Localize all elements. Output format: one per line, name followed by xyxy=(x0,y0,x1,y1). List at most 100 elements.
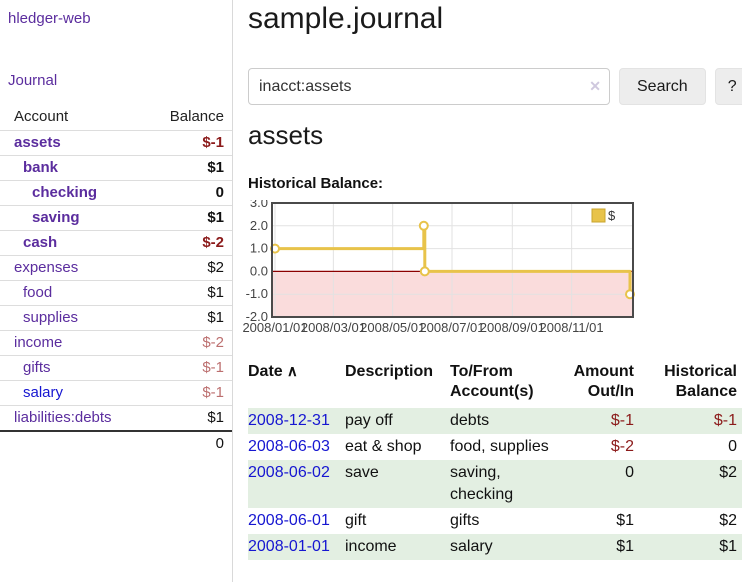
svg-text:1.0: 1.0 xyxy=(250,241,268,256)
transaction-date-link[interactable]: 2008-06-03 xyxy=(248,438,330,455)
account-balance: $-1 xyxy=(202,359,224,376)
sort-ascending-icon: ∧ xyxy=(282,363,298,380)
account-row: expenses $2 xyxy=(0,255,232,280)
transaction-balance: $-1 xyxy=(713,412,737,429)
transaction-date-link[interactable]: 2008-06-01 xyxy=(248,512,330,529)
transaction-description: eat & shop xyxy=(345,438,422,455)
search-box: ✕ xyxy=(248,68,610,105)
transaction-description: income xyxy=(345,538,397,555)
column-header: Historical Balance xyxy=(664,363,737,400)
transaction-amount: $-2 xyxy=(610,438,634,455)
account-row: saving $1 xyxy=(0,205,232,230)
svg-text:2008/11/01: 2008/11/01 xyxy=(540,320,604,335)
search-button[interactable]: Search xyxy=(619,68,706,105)
account-column-header: Account xyxy=(14,108,69,125)
account-row: gifts $-1 xyxy=(0,355,232,380)
transaction-date-link[interactable]: 2008-12-31 xyxy=(248,412,330,429)
account-balance: $1 xyxy=(207,159,224,176)
account-balance: $2 xyxy=(207,259,224,276)
transaction-amount: $1 xyxy=(616,512,634,529)
transaction-description: pay off xyxy=(345,412,393,429)
account-link[interactable]: supplies xyxy=(23,309,79,326)
register-table: Date ∧ Description To/From Account(s) Amount… xyxy=(248,358,742,560)
transaction-row: 2008-12-31 pay off debts $-1 $-1 xyxy=(248,408,742,434)
transaction-accounts: food, supplies xyxy=(450,438,549,455)
account-link[interactable]: gifts xyxy=(23,359,51,376)
account-balance: $-2 xyxy=(202,234,224,251)
svg-text:2008/07/01: 2008/07/01 xyxy=(419,320,484,335)
account-balance: $-1 xyxy=(202,134,224,151)
transaction-row: 2008-06-02 save saving, checking 0 $2 xyxy=(248,460,742,508)
column-header[interactable]: Date ∧ xyxy=(248,363,298,380)
transaction-row: 2008-06-03 eat & shop food, supplies $-2 0 xyxy=(248,434,742,460)
svg-text:2008/03/01: 2008/03/01 xyxy=(301,320,366,335)
transaction-accounts: gifts xyxy=(450,512,480,529)
transaction-balance: $2 xyxy=(719,464,737,481)
register-rows: 2008-12-31 pay off debts $-1 $-1 2008-06-03 ea… xyxy=(248,408,742,560)
svg-text:2.0: 2.0 xyxy=(250,218,268,233)
transaction-date-link[interactable]: 2008-06-02 xyxy=(248,464,330,481)
transaction-date-link[interactable]: 2008-01-01 xyxy=(248,538,330,555)
account-link[interactable]: saving xyxy=(32,209,80,226)
legend-label: $ xyxy=(608,208,616,223)
account-row: assets $-1 xyxy=(0,130,232,155)
account-link[interactable]: bank xyxy=(23,159,59,176)
search-bar: ✕ Search ? xyxy=(248,68,742,105)
transaction-accounts: salary xyxy=(450,538,493,555)
transaction-row: 2008-01-01 income salary $1 $1 xyxy=(248,534,742,560)
account-link[interactable]: income xyxy=(14,334,63,351)
transaction-description: save xyxy=(345,464,379,481)
balance-chart: $3.0 2.0 1.0 0.0 -1.0 -2.0 2008/01/01 2008/03/0… xyxy=(240,195,640,340)
account-heading: assets xyxy=(248,120,324,150)
svg-text:0.0: 0.0 xyxy=(250,263,268,278)
column-header: Amount Out/In xyxy=(573,363,634,400)
account-balance: $-2 xyxy=(202,334,224,351)
main-content: sample.journal ✕ Search ? assets Histori… xyxy=(233,0,742,582)
account-link[interactable]: assets xyxy=(14,134,61,151)
clear-search-icon[interactable]: ✕ xyxy=(589,78,601,94)
sidebar: hledger-web Journal Account Balance asse… xyxy=(0,0,233,582)
accounts-rows: assets $-1 bank $1 checking 0 saving $1 cash $-2 e… xyxy=(0,130,232,430)
svg-text:-1.0: -1.0 xyxy=(246,286,268,301)
help-button[interactable]: ? xyxy=(714,68,742,105)
sidebar-item-journal[interactable]: Journal xyxy=(8,72,58,89)
accounts-table: Account Balance assets $-1 bank $1 checking 0… xyxy=(0,104,232,455)
transaction-amount: $-1 xyxy=(610,412,634,429)
svg-text:2008/05/01: 2008/05/01 xyxy=(360,320,425,335)
accounts-table-header: Account Balance xyxy=(0,104,232,130)
balance-column-header: Balance xyxy=(169,108,224,125)
account-balance: 0 xyxy=(215,184,224,201)
account-link[interactable]: salary xyxy=(23,384,64,401)
account-balance: $-1 xyxy=(202,384,224,401)
svg-text:3.0: 3.0 xyxy=(250,200,268,210)
account-row: income $-2 xyxy=(0,330,232,355)
transaction-accounts: saving, checking xyxy=(450,464,514,503)
transaction-balance: $1 xyxy=(719,538,737,555)
account-balance: $1 xyxy=(207,209,224,226)
account-link[interactable]: liabilities:debts xyxy=(14,409,112,426)
account-link[interactable]: expenses xyxy=(14,259,79,276)
account-row: bank $1 xyxy=(0,155,232,180)
account-row: cash $-2 xyxy=(0,230,232,255)
legend-swatch xyxy=(591,208,606,223)
column-header: To/From Account(s) xyxy=(450,363,534,400)
column-header: Description xyxy=(345,363,434,380)
account-balance: $1 xyxy=(207,284,224,301)
transaction-balance: 0 xyxy=(728,438,737,455)
transaction-balance: $2 xyxy=(719,512,737,529)
app-title-link[interactable]: hledger-web xyxy=(8,10,91,27)
account-row: food $1 xyxy=(0,280,232,305)
transaction-description: gift xyxy=(345,512,367,529)
transaction-accounts: debts xyxy=(450,412,490,429)
register-header-row: Date ∧ Description To/From Account(s) Amount… xyxy=(248,358,742,408)
account-link[interactable]: food xyxy=(23,284,53,301)
svg-text:2008/09/01: 2008/09/01 xyxy=(480,320,545,335)
transaction-amount: 0 xyxy=(625,464,634,481)
account-balance: $1 xyxy=(207,409,224,426)
account-link[interactable]: checking xyxy=(32,184,98,201)
search-input[interactable] xyxy=(248,68,610,105)
account-link[interactable]: cash xyxy=(23,234,58,251)
accounts-total-row: 0 xyxy=(0,430,232,455)
account-balance: $1 xyxy=(207,309,224,326)
